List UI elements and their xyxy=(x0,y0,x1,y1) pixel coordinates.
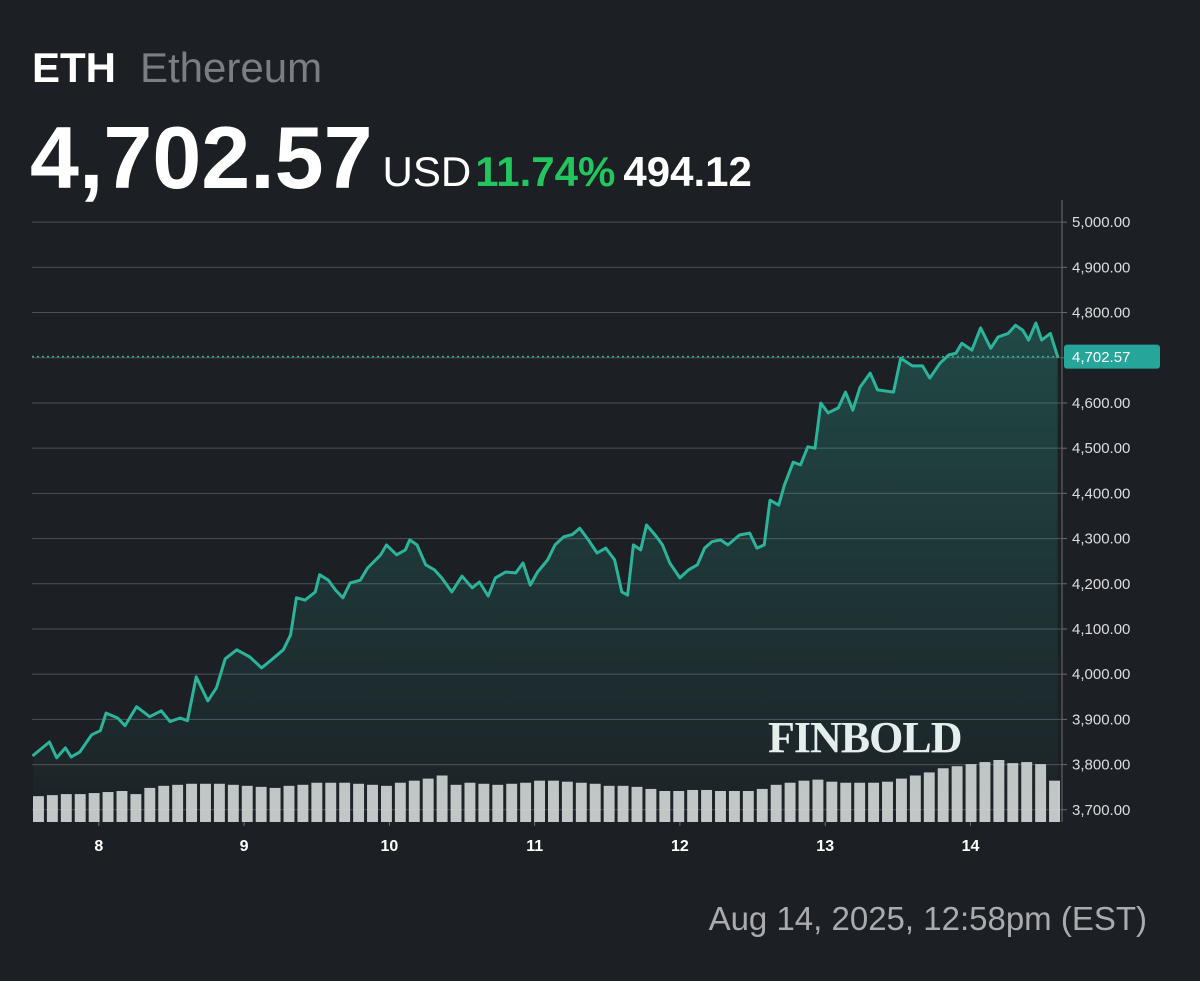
current-price-tag xyxy=(1064,344,1160,369)
y-tick-label: 4,600.00 xyxy=(1072,395,1130,412)
x-tick-label: 14 xyxy=(962,838,980,855)
symbol: ETH xyxy=(32,44,116,91)
timestamp: Aug 14, 2025, 12:58pm (EST) xyxy=(709,900,1147,937)
x-tick-label: 12 xyxy=(671,838,689,855)
x-tick-label: 10 xyxy=(380,838,398,855)
y-tick-label: 4,800.00 xyxy=(1072,305,1130,322)
y-tick-label: 5,000.00 xyxy=(1072,214,1130,231)
y-tick-label: 4,100.00 xyxy=(1072,621,1130,638)
y-tick-label: 4,300.00 xyxy=(1072,531,1130,548)
price-line xyxy=(32,321,1060,760)
change: 494.12 xyxy=(623,148,751,195)
asset-name: Ethereum xyxy=(140,44,322,91)
y-tick-label: 4,200.00 xyxy=(1072,576,1130,593)
current-price-label: 4,702.57 xyxy=(1072,349,1130,366)
price: 4,702.57 xyxy=(30,108,373,207)
x-tick-label: 8 xyxy=(94,838,103,855)
y-tick-label: 3,800.00 xyxy=(1072,757,1130,774)
y-tick-label: 4,500.00 xyxy=(1072,440,1130,457)
y-tick-label: 4,400.00 xyxy=(1072,485,1130,502)
area xyxy=(33,323,1058,822)
y-tick-label: 4,900.00 xyxy=(1072,259,1130,276)
change-percent: 11.74% xyxy=(475,148,615,195)
y-tick-label: 3,900.00 xyxy=(1072,711,1130,728)
currency: USD xyxy=(383,148,472,195)
x-tick-label: 13 xyxy=(816,838,834,855)
x-tick-label: 9 xyxy=(240,838,249,855)
y-tick-label: 4,000.00 xyxy=(1072,666,1130,683)
x-tick-label: 11 xyxy=(526,838,543,855)
y-tick-label: 3,700.00 xyxy=(1072,802,1130,819)
